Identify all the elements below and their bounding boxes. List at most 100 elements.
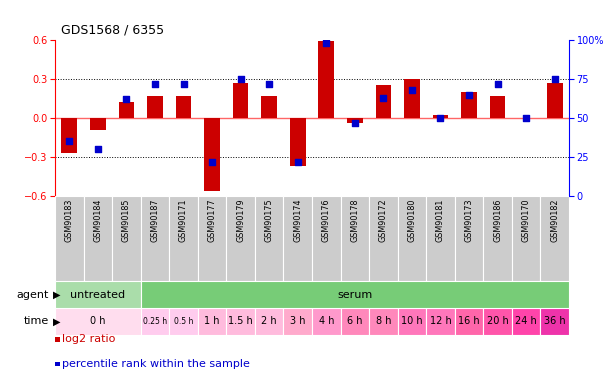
Point: [122, 96, 131, 102]
Bar: [312, 196, 340, 281]
Text: 3 h: 3 h: [290, 316, 306, 327]
Text: 16 h: 16 h: [458, 316, 480, 327]
Bar: [290, 118, 306, 166]
Bar: [461, 92, 477, 118]
Bar: [284, 308, 312, 335]
Text: 20 h: 20 h: [487, 316, 508, 327]
Point: [550, 76, 560, 82]
Bar: [340, 308, 369, 335]
Bar: [226, 308, 255, 335]
Text: 4 h: 4 h: [318, 316, 334, 327]
Text: 12 h: 12 h: [430, 316, 452, 327]
Point: [150, 81, 160, 87]
Text: 36 h: 36 h: [544, 316, 566, 327]
Bar: [512, 308, 541, 335]
Bar: [483, 308, 512, 335]
Text: GSM90181: GSM90181: [436, 198, 445, 242]
Text: GSM90178: GSM90178: [350, 198, 359, 242]
Bar: [90, 118, 106, 130]
Bar: [426, 196, 455, 281]
Point: [321, 40, 331, 46]
Text: GSM90185: GSM90185: [122, 198, 131, 242]
Bar: [547, 83, 563, 118]
Bar: [455, 196, 483, 281]
Text: GDS1568 / 6355: GDS1568 / 6355: [61, 23, 164, 36]
Bar: [55, 281, 141, 308]
Text: percentile rank within the sample: percentile rank within the sample: [55, 359, 250, 369]
Bar: [169, 308, 198, 335]
Bar: [483, 196, 512, 281]
Text: 0 h: 0 h: [90, 316, 106, 327]
Bar: [318, 41, 334, 118]
Bar: [198, 196, 226, 281]
Text: 0.25 h: 0.25 h: [143, 317, 167, 326]
Bar: [312, 308, 340, 335]
Bar: [426, 308, 455, 335]
Point: [350, 120, 360, 126]
Text: 0.5 h: 0.5 h: [174, 317, 193, 326]
Bar: [147, 96, 163, 118]
Bar: [233, 83, 249, 118]
Bar: [119, 102, 134, 118]
Point: [492, 81, 502, 87]
Text: GSM90170: GSM90170: [522, 198, 531, 242]
Bar: [198, 308, 226, 335]
Point: [207, 159, 217, 165]
Point: [93, 146, 103, 152]
Text: GSM90174: GSM90174: [293, 198, 302, 242]
Text: GSM90184: GSM90184: [93, 198, 102, 242]
Bar: [369, 308, 398, 335]
Point: [64, 138, 74, 144]
Bar: [112, 196, 141, 281]
Bar: [398, 196, 426, 281]
Text: 2 h: 2 h: [262, 316, 277, 327]
Bar: [204, 118, 220, 191]
Bar: [284, 196, 312, 281]
Bar: [55, 196, 84, 281]
Text: agent: agent: [16, 290, 49, 300]
Point: [378, 95, 388, 101]
Bar: [398, 308, 426, 335]
Text: ▶: ▶: [53, 316, 60, 327]
Bar: [255, 196, 284, 281]
Text: GSM90187: GSM90187: [150, 198, 159, 242]
Bar: [340, 196, 369, 281]
Text: GSM90176: GSM90176: [322, 198, 331, 242]
Text: log2 ratio: log2 ratio: [55, 334, 115, 344]
Bar: [541, 308, 569, 335]
Text: 24 h: 24 h: [515, 316, 537, 327]
Bar: [455, 308, 483, 335]
Text: ▶: ▶: [53, 290, 60, 300]
Text: 10 h: 10 h: [401, 316, 423, 327]
Bar: [404, 79, 420, 118]
Bar: [169, 196, 198, 281]
Text: GSM90186: GSM90186: [493, 198, 502, 242]
Bar: [226, 196, 255, 281]
Bar: [376, 86, 391, 118]
Bar: [141, 308, 169, 335]
Bar: [541, 196, 569, 281]
Text: GSM90173: GSM90173: [464, 198, 474, 242]
Text: GSM90183: GSM90183: [65, 198, 74, 242]
Bar: [62, 118, 77, 153]
Bar: [141, 196, 169, 281]
Text: 8 h: 8 h: [376, 316, 391, 327]
Text: 6 h: 6 h: [347, 316, 362, 327]
Bar: [262, 96, 277, 118]
Point: [178, 81, 188, 87]
Text: GSM90182: GSM90182: [551, 198, 559, 242]
Point: [436, 115, 445, 121]
Bar: [347, 118, 363, 123]
Point: [236, 76, 246, 82]
Text: serum: serum: [337, 290, 373, 300]
Text: GSM90175: GSM90175: [265, 198, 274, 242]
Text: GSM90172: GSM90172: [379, 198, 388, 242]
Text: GSM90179: GSM90179: [236, 198, 245, 242]
Text: 1.5 h: 1.5 h: [229, 316, 253, 327]
Bar: [369, 196, 398, 281]
Text: GSM90171: GSM90171: [179, 198, 188, 242]
Bar: [512, 196, 541, 281]
Point: [293, 159, 302, 165]
Point: [407, 87, 417, 93]
Text: untreated: untreated: [70, 290, 125, 300]
